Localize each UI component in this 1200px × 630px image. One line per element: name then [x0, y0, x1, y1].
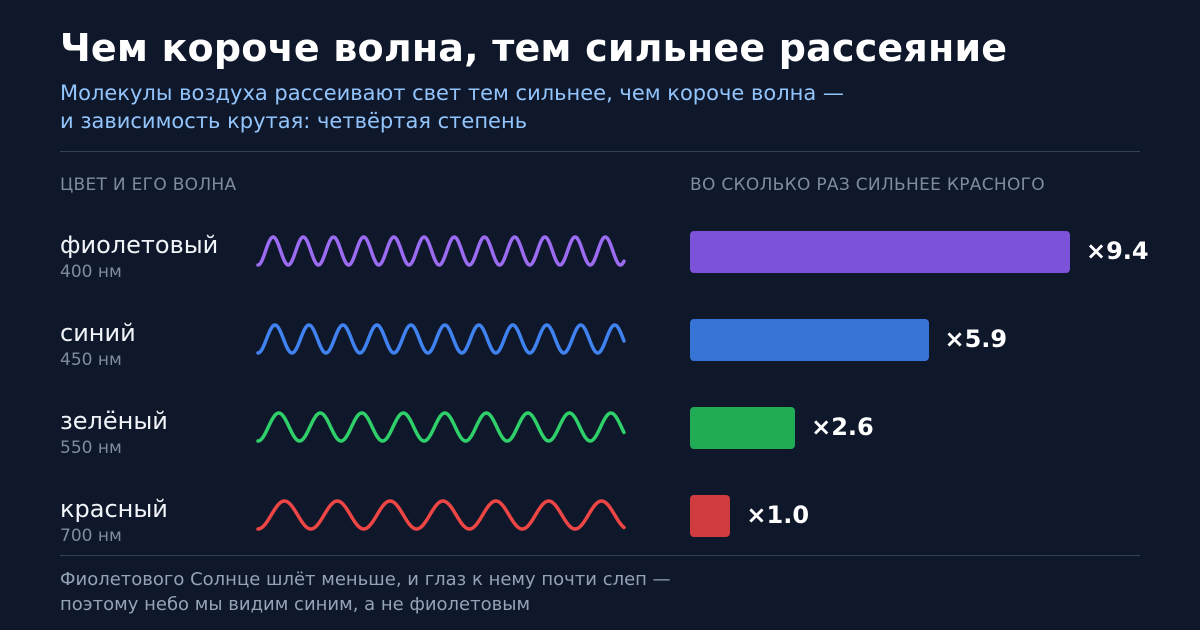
right-column-header: ВО СКОЛЬКО РАЗ СИЛЬНЕЕ КРАСНОГО	[690, 175, 1045, 195]
footer-line-1: Фиолетового Солнце шлёт меньше, и глаз к…	[60, 569, 671, 590]
wave-graphic	[256, 235, 626, 267]
wave-line	[256, 323, 626, 355]
wavelength-label: 450 нм	[60, 350, 122, 370]
footer-line-2: поэтому небо мы видим синим, а не фиолет…	[60, 594, 531, 615]
top-divider	[60, 151, 1140, 152]
chart-row: красный 700 нм ×1.0	[0, 495, 1200, 583]
wavelength-label: 400 нм	[60, 262, 122, 282]
wave-graphic	[256, 323, 626, 355]
wave-line	[256, 235, 626, 267]
bar-value-label: ×2.6	[811, 413, 874, 441]
chart-row: синий 450 нм ×5.9	[0, 319, 1200, 407]
subtitle: Молекулы воздуха рассеивают свет тем сил…	[60, 79, 844, 135]
subtitle-line-2: и зависимость крутая: четвёртая степень	[60, 109, 528, 133]
chart-row: фиолетовый 400 нм ×9.4	[0, 231, 1200, 319]
bar-value-label: ×9.4	[1086, 237, 1149, 265]
wavelength-label: 700 нм	[60, 526, 122, 546]
bar	[690, 319, 929, 361]
wave-graphic	[256, 499, 626, 531]
category-label: синий	[60, 319, 136, 347]
chart-row: зелёный 550 нм ×2.6	[0, 407, 1200, 495]
wave-graphic	[256, 411, 626, 443]
bar-value-label: ×5.9	[944, 325, 1008, 353]
left-column-header: ЦВЕТ И ЕГО ВОЛНА	[60, 175, 237, 195]
wavelength-label: 550 нм	[60, 438, 122, 458]
subtitle-line-1: Молекулы воздуха рассеивают свет тем сил…	[60, 81, 844, 105]
category-label: зелёный	[60, 407, 168, 435]
bar-value-label: ×1.0	[746, 501, 810, 529]
footer-note: Фиолетового Солнце шлёт меньше, и глаз к…	[60, 567, 671, 617]
bar	[690, 231, 1070, 273]
category-label: красный	[60, 495, 168, 523]
bottom-divider	[60, 555, 1140, 556]
bar	[690, 495, 731, 537]
page-title: Чем короче волна, тем сильнее рассеяние	[60, 26, 1008, 70]
category-label: фиолетовый	[60, 231, 219, 259]
wave-line	[256, 411, 626, 443]
bar	[690, 407, 796, 449]
wave-line	[256, 499, 626, 531]
